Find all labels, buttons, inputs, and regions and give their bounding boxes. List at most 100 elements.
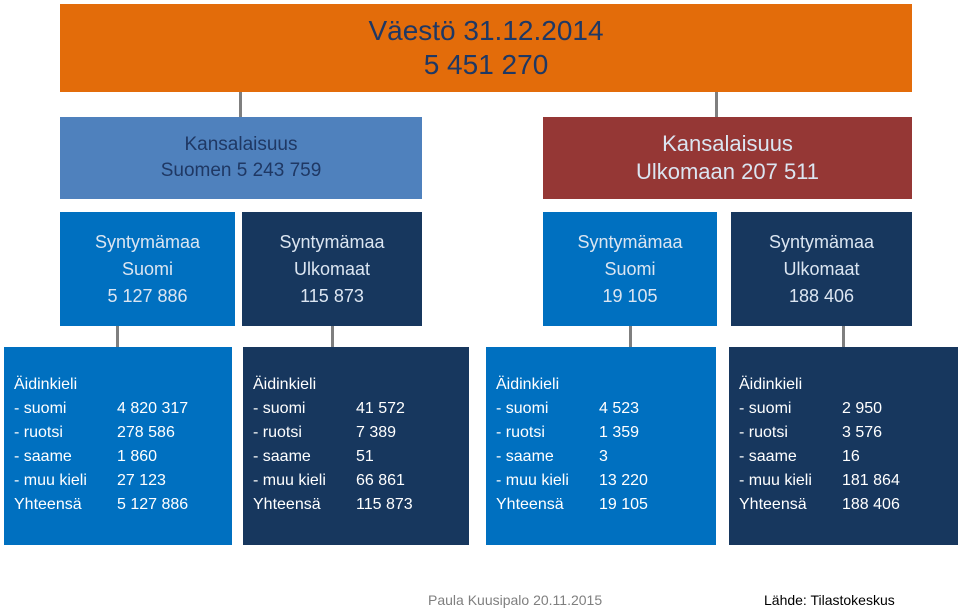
language-label: - saame [253,448,311,465]
connector-lang-3 [629,326,632,347]
birthplace-label: Syntymämaa [279,231,385,252]
language-value: 7 389 [356,424,397,441]
language-value: 66 861 [356,472,405,489]
birthplace-label: Syntymämaa [94,231,201,252]
birthplace-country: Ulkomaat [293,258,371,279]
language-label: - suomi [739,400,792,417]
connector-top-to-abroad [715,92,718,117]
birthplace-box: Syntymämaa Suomi 19 105 [543,212,717,326]
mother-tongue-box: Äidinkieli - suomi 41 572 - ruotsi 7 389 -… [243,347,469,545]
birthplace-country: Suomi [121,258,174,279]
table-row: - suomi 4 820 317 [14,397,188,421]
mother-tongue-box: Äidinkieli - suomi 4 523 - ruotsi 1 359 - … [486,347,716,545]
mother-tongue-box: Äidinkieli - suomi 4 820 317 - ruotsi 278 … [4,347,232,545]
citizenship-finland-value: Suomen 5 243 759 [160,160,322,181]
language-label: - suomi [253,400,306,417]
language-value: 278 586 [117,424,175,441]
language-value: 188 406 [842,496,900,513]
mother-tongue-header: Äidinkieli [496,376,560,393]
citizenship-finland-label: Kansalaisuus [184,134,298,155]
citizenship-abroad-label: Kansalaisuus [662,131,793,156]
language-value: 3 576 [842,424,883,441]
table-row: Yhteensä 5 127 886 [14,493,188,517]
mother-tongue-header: Äidinkieli [253,376,317,393]
birthplace-value: 188 406 [788,285,855,306]
table-row: - ruotsi 278 586 [14,421,188,445]
table-row: Yhteensä 188 406 [739,493,900,517]
connector-lang-4 [842,326,845,347]
language-value: 27 123 [117,472,166,489]
language-value: 115 873 [356,496,413,513]
connector-top-to-finland [239,92,242,117]
language-label: - muu kieli [496,472,569,489]
table-row: - ruotsi 1 359 [496,421,648,445]
table-row: - ruotsi 3 576 [739,421,900,445]
table-row: Yhteensä 19 105 [496,493,648,517]
language-label: - muu kieli [14,472,87,489]
connector-lang-2 [331,326,334,347]
table-row: - suomi 4 523 [496,397,648,421]
language-value: 1 860 [117,448,158,465]
language-label: - saame [14,448,72,465]
birthplace-box: Syntymämaa Ulkomaat 115 873 [242,212,422,326]
birthplace-country: Ulkomaat [783,258,860,279]
language-value: 13 220 [599,472,648,489]
mother-tongue-header: Äidinkieli [739,376,803,393]
language-value: 41 572 [356,400,405,417]
mother-tongue-table: - suomi 2 950 - ruotsi 3 576 - saame 16 - m… [739,397,900,517]
mother-tongue-header: Äidinkieli [14,376,78,393]
table-row: - muu kieli 66 861 [253,469,413,493]
language-value: 4 820 317 [117,400,189,417]
language-value: 3 [599,448,608,465]
language-label: Yhteensä [739,496,807,513]
table-row: - suomi 41 572 [253,397,413,421]
language-label: - muu kieli [739,472,812,489]
language-label: - suomi [496,400,549,417]
language-value: 2 950 [842,400,883,417]
mother-tongue-table: - suomi 41 572 - ruotsi 7 389 - saame 51 - … [253,397,413,517]
author-credit: Paula Kuusipalo 20.11.2015 [428,592,603,608]
language-label: - ruotsi [739,424,788,441]
birthplace-value: 115 873 [300,285,364,306]
birthplace-value: 19 105 [602,285,658,306]
table-row: - muu kieli 27 123 [14,469,188,493]
language-label: - ruotsi [14,424,63,441]
language-value: 181 864 [842,472,900,489]
population-total-box: Väestö 31.12.2014 5 451 270 [60,4,912,92]
mother-tongue-box: Äidinkieli - suomi 2 950 - ruotsi 3 576 - … [729,347,958,545]
population-title: Väestö 31.12.2014 [368,15,604,46]
birthplace-box: Syntymämaa Suomi 5 127 886 [60,212,235,326]
population-total: 5 451 270 [423,49,549,80]
table-row: - muu kieli 181 864 [739,469,900,493]
language-label: - saame [496,448,554,465]
language-value: 51 [356,448,374,465]
language-label: Yhteensä [14,496,82,513]
table-row: - muu kieli 13 220 [496,469,648,493]
language-label: - saame [739,448,797,465]
language-label: - ruotsi [253,424,302,441]
table-row: - saame 16 [739,445,900,469]
table-row: - ruotsi 7 389 [253,421,413,445]
language-value: 5 127 886 [117,496,189,513]
language-label: - muu kieli [253,472,326,489]
citizenship-finland-box: Kansalaisuus Suomen 5 243 759 [60,117,422,199]
citizenship-abroad-box: Kansalaisuus Ulkomaan 207 511 [543,117,912,199]
connector-lang-1 [116,326,119,347]
language-label: - suomi [14,400,67,417]
table-row: Yhteensä 115 873 [253,493,413,517]
table-row: - suomi 2 950 [739,397,900,421]
language-value: 19 105 [599,496,648,513]
language-label: Yhteensä [496,496,564,513]
birthplace-label: Syntymämaa [768,231,875,252]
table-row: - saame 51 [253,445,413,469]
source-credit: Lähde: Tilastokeskus [764,592,895,608]
table-row: - saame 1 860 [14,445,188,469]
citizenship-abroad-value: Ulkomaan 207 511 [635,159,820,184]
mother-tongue-table: - suomi 4 523 - ruotsi 1 359 - saame 3 - mu… [496,397,648,517]
mother-tongue-table: - suomi 4 820 317 - ruotsi 278 586 - saame… [14,397,188,517]
language-label: Yhteensä [253,496,321,513]
birthplace-label: Syntymämaa [577,231,683,252]
birthplace-value: 5 127 886 [107,285,188,306]
language-value: 4 523 [599,400,640,417]
birthplace-box: Syntymämaa Ulkomaat 188 406 [731,212,912,326]
